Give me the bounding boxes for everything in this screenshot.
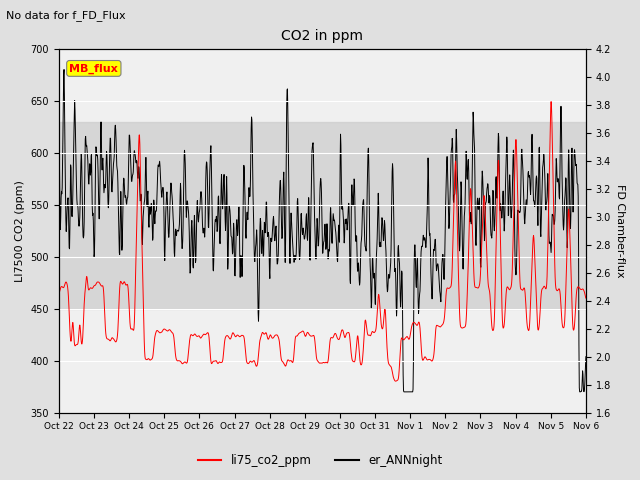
Title: CO2 in ppm: CO2 in ppm — [282, 29, 364, 43]
Bar — [59, 121, 586, 309]
Legend: li75_co2_ppm, er_ANNnight: li75_co2_ppm, er_ANNnight — [193, 449, 447, 472]
Text: No data for f_FD_Flux: No data for f_FD_Flux — [6, 10, 126, 21]
Y-axis label: FD Chamber-flux: FD Chamber-flux — [615, 184, 625, 277]
Text: MB_flux: MB_flux — [70, 63, 118, 73]
Y-axis label: LI7500 CO2 (ppm): LI7500 CO2 (ppm) — [15, 180, 25, 282]
